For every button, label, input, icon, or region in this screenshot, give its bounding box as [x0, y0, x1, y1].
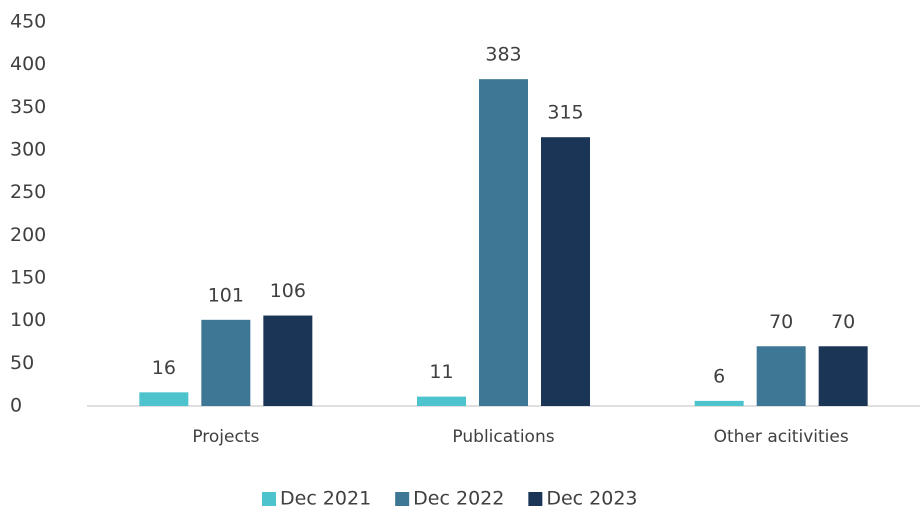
y-tick-label: 50 — [10, 352, 34, 374]
bar — [756, 346, 806, 406]
x-tick-label: Publications — [452, 427, 554, 447]
y-tick-label: 400 — [10, 53, 46, 75]
bar — [479, 79, 528, 406]
legend-swatch — [528, 492, 543, 506]
y-tick-label: 250 — [10, 181, 46, 203]
y-tick-label: 200 — [10, 224, 46, 246]
y-tick-label: 450 — [10, 11, 46, 33]
data-label: 11 — [429, 361, 453, 383]
legend-label: Dec 2021 — [280, 488, 371, 510]
bar — [139, 392, 189, 406]
data-label: 383 — [485, 44, 521, 66]
bar — [201, 319, 251, 406]
legend-swatch — [262, 492, 276, 506]
data-label: 70 — [831, 311, 855, 333]
y-tick-label: 350 — [10, 96, 46, 118]
x-tick-label: Projects — [192, 427, 259, 447]
legend-swatch — [395, 492, 410, 506]
bar — [417, 396, 466, 406]
data-label: 106 — [270, 280, 306, 302]
data-label: 6 — [713, 365, 725, 387]
y-tick-label: 0 — [10, 395, 22, 417]
data-label: 315 — [547, 102, 583, 124]
x-tick-label: Other acitivities — [714, 427, 849, 447]
legend-label: Dec 2022 — [413, 488, 504, 510]
bar — [541, 137, 590, 406]
bar — [694, 400, 744, 406]
y-tick-label: 100 — [10, 309, 46, 331]
y-tick-label: 300 — [10, 139, 46, 161]
y-tick-label: 150 — [10, 267, 46, 289]
data-label: 101 — [208, 284, 244, 306]
data-label: 16 — [152, 357, 176, 379]
data-label: 70 — [769, 311, 793, 333]
bar — [263, 315, 313, 406]
legend-label: Dec 2023 — [546, 488, 637, 510]
bar — [818, 346, 868, 406]
